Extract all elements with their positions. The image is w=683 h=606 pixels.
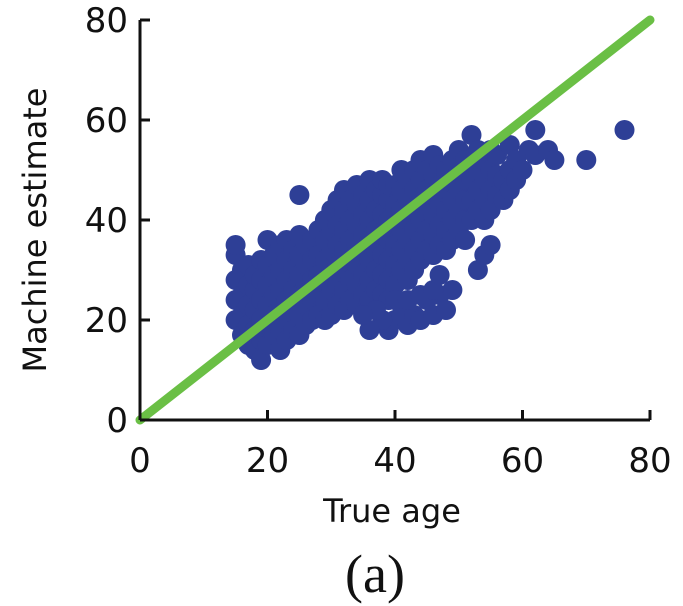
x-tick-label: 80 — [628, 441, 671, 481]
data-point — [480, 235, 501, 255]
x-tick-label: 60 — [501, 441, 544, 481]
reference-line — [135, 15, 655, 425]
data-points — [225, 120, 635, 370]
data-point — [512, 160, 533, 180]
y-axis-title: Machine estimate — [16, 88, 54, 373]
data-point — [544, 150, 565, 170]
data-point — [436, 300, 456, 320]
data-point — [614, 120, 635, 140]
y-tick-labels: 0 20 40 60 80 — [85, 1, 128, 441]
y-tick-label: 40 — [85, 201, 128, 241]
y-tick-label: 60 — [85, 101, 128, 141]
x-tick-labels: 0 20 40 60 80 — [129, 441, 671, 481]
x-axis-title: True age — [322, 492, 461, 530]
data-point — [429, 265, 450, 285]
data-point — [455, 230, 476, 250]
y-tick-label: 80 — [85, 1, 128, 41]
data-point — [251, 350, 272, 370]
data-point — [442, 280, 463, 300]
y-tick-marks — [140, 18, 150, 422]
data-point — [289, 185, 310, 205]
data-point — [499, 135, 520, 155]
data-point — [353, 305, 374, 325]
data-point — [225, 235, 246, 255]
data-point — [461, 125, 482, 145]
data-point — [423, 280, 444, 300]
panel-label: (a) — [345, 544, 405, 604]
data-point — [359, 320, 380, 340]
x-tick-label: 40 — [373, 441, 416, 481]
y-tick-label: 20 — [85, 301, 128, 341]
x-tick-marks — [138, 410, 652, 420]
y-tick-label: 0 — [106, 401, 128, 441]
x-tick-label: 0 — [129, 441, 151, 481]
data-point — [467, 260, 488, 280]
data-point — [525, 120, 546, 140]
x-tick-label: 20 — [246, 441, 289, 481]
data-point — [576, 150, 597, 170]
